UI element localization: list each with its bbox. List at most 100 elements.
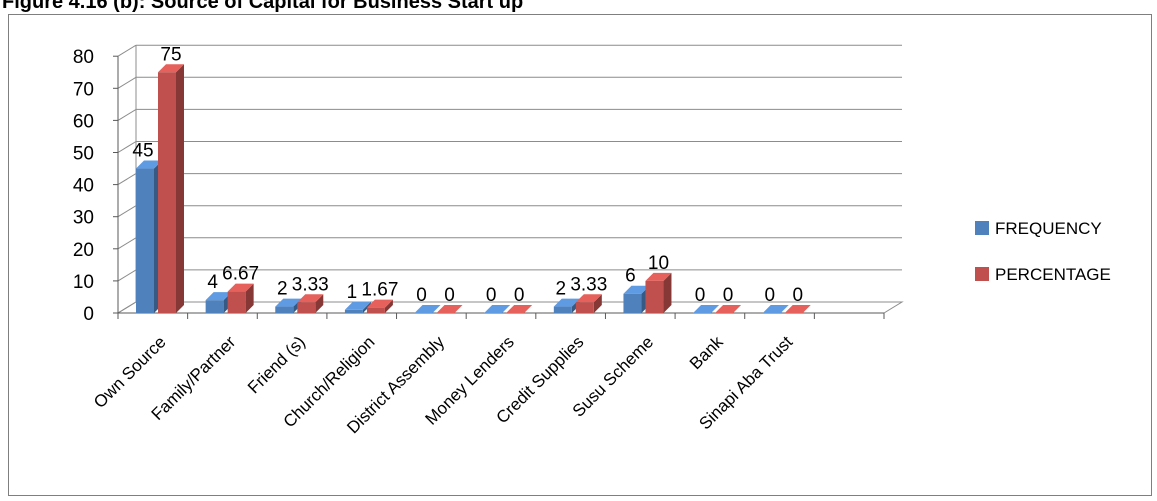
bar-percentage	[575, 294, 602, 313]
bar-front	[205, 300, 224, 313]
bar-top	[366, 299, 393, 308]
bar-frequency	[344, 301, 371, 313]
legend: FREQUENCY PERCENTAGE	[975, 219, 1111, 284]
y-tick-label: 0	[83, 304, 94, 325]
bar-front	[553, 306, 572, 313]
bar-top	[484, 305, 511, 313]
bar-top	[436, 305, 463, 313]
bar-percentage	[506, 305, 533, 313]
bar-side	[362, 301, 371, 313]
bar-top	[575, 294, 602, 303]
data-label-frequency: 4	[207, 272, 218, 293]
bar-top	[414, 305, 441, 313]
category-label: Bank	[686, 332, 727, 373]
data-label-percentage: 0	[792, 285, 803, 306]
y-tick-label: 40	[73, 176, 94, 197]
bar-side	[593, 294, 602, 313]
data-label-frequency: 2	[277, 279, 288, 300]
gridline-depth	[117, 237, 137, 250]
bar-side	[315, 294, 324, 313]
bar-front	[297, 302, 316, 313]
gridline-depth	[117, 44, 137, 57]
bar-top	[553, 298, 580, 307]
bar-front	[575, 302, 594, 313]
bar-top	[344, 301, 371, 310]
data-label-frequency: 6	[625, 266, 636, 287]
data-label-percentage: 1.67	[361, 280, 398, 301]
data-label-percentage: 3.33	[292, 274, 329, 295]
bar-percentage	[784, 305, 811, 313]
gridline-depth	[117, 76, 137, 89]
data-label-frequency: 1	[347, 282, 358, 303]
bar-front	[623, 293, 642, 313]
bar-frequency	[484, 305, 511, 313]
legend-swatch-frequency	[975, 221, 989, 235]
gridline-depth	[117, 269, 137, 282]
legend-swatch-percentage	[975, 267, 989, 281]
bar-percentage	[158, 64, 184, 313]
category-label: Friend (s)	[244, 332, 309, 397]
data-label-percentage: 0	[723, 285, 734, 306]
bar-side	[663, 272, 672, 313]
gridline-depth	[117, 108, 137, 121]
bar-top	[715, 305, 742, 313]
bar-percentage	[715, 305, 742, 313]
data-label-percentage: 0	[514, 285, 525, 306]
bar-percentage	[366, 299, 393, 313]
y-tick-label: 50	[73, 144, 94, 165]
gridline-depth	[117, 173, 137, 186]
data-label-percentage: 0	[444, 285, 455, 306]
legend-label-percentage: PERCENTAGE	[995, 265, 1111, 284]
bar-frequency	[762, 305, 789, 313]
bar-side	[245, 283, 254, 313]
y-tick-label: 80	[73, 47, 94, 68]
bar-front	[645, 280, 664, 313]
data-label-percentage: 3.33	[570, 274, 607, 295]
bar-top	[623, 285, 650, 294]
data-label-frequency: 45	[132, 141, 153, 162]
data-label-percentage: 75	[160, 44, 181, 65]
y-tick-label: 10	[73, 272, 94, 293]
bar-front	[136, 168, 154, 313]
bar-percentage	[645, 272, 672, 313]
bar-top	[693, 305, 720, 313]
figure-caption: Figure 4.16 (b): Source of Capital for B…	[2, 0, 524, 13]
bar-percentage	[297, 294, 324, 313]
figure-caption-strip: Figure 4.16 (b): Source of Capital for B…	[0, 0, 1157, 16]
bar-percentage	[436, 305, 463, 313]
bar-top	[227, 283, 254, 292]
gridline-depth	[117, 205, 137, 218]
y-tick-label: 30	[73, 208, 94, 229]
bar-frequency	[693, 305, 720, 313]
y-tick-label: 70	[73, 79, 94, 100]
y-tick-label: 60	[73, 111, 94, 132]
bar-front	[158, 72, 176, 313]
chart-frame	[8, 14, 1152, 496]
data-label-percentage: 10	[648, 253, 669, 274]
bar-top	[784, 305, 811, 313]
bar-front	[227, 291, 246, 313]
bar-top	[136, 160, 162, 169]
bar-top	[506, 305, 533, 313]
data-label-frequency: 0	[764, 285, 775, 306]
bar-percentage	[227, 283, 254, 313]
bar-side	[176, 64, 184, 313]
bar-top	[762, 305, 789, 313]
bar-frequency	[414, 305, 441, 313]
bar-front	[344, 309, 363, 313]
bar-side	[384, 299, 393, 313]
data-label-frequency: 0	[416, 285, 427, 306]
bar-front	[366, 307, 385, 313]
bar-frequency	[205, 292, 232, 313]
bar-top	[158, 64, 184, 73]
gridline-depth	[117, 141, 137, 153]
bar-top	[205, 292, 232, 301]
bars	[136, 64, 811, 313]
bar-top	[645, 272, 672, 281]
bar-top	[275, 298, 302, 307]
y-tick-label: 20	[73, 240, 94, 261]
bar-front	[275, 306, 294, 313]
